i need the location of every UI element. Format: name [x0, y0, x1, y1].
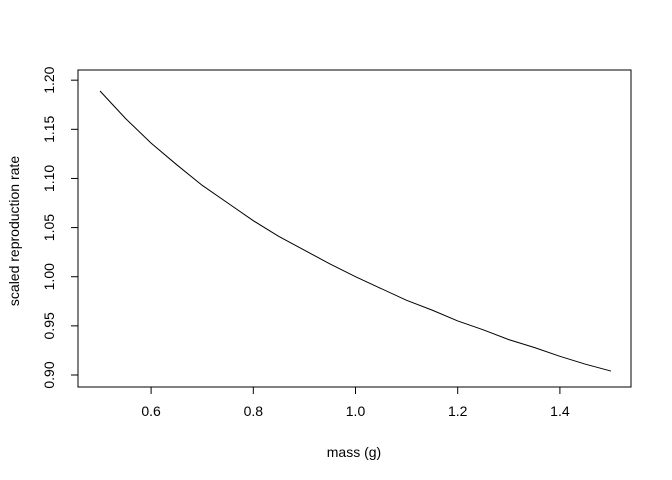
- series-line-1: [99, 90, 612, 372]
- x-tick-label: 1.0: [346, 403, 366, 419]
- series-layer: [99, 90, 612, 372]
- x-tick-label: 1.4: [550, 403, 570, 419]
- y-tick-label: 1.15: [41, 115, 57, 142]
- x-axis-title: mass (g): [327, 444, 381, 460]
- y-tick-label: 1.05: [41, 214, 57, 241]
- y-tick-label: 1.10: [41, 165, 57, 192]
- x-tick-label: 1.2: [448, 403, 468, 419]
- y-tick-label: 0.90: [41, 361, 57, 388]
- x-axis: 0.6 0.8 1.0 1.2 1.4: [141, 386, 570, 419]
- y-tick-label: 0.95: [41, 312, 57, 339]
- plot-frame: [77, 69, 632, 388]
- y-axis: 0.90 0.95 1.00 1.05 1.10 1.15 1.20: [41, 66, 79, 389]
- y-tick-label: 1.20: [41, 66, 57, 93]
- y-axis-title: scaled reproduction rate: [6, 156, 22, 306]
- y-tick-label: 1.00: [41, 263, 57, 290]
- x-tick-label: 0.6: [141, 403, 161, 419]
- x-tick-label: 0.8: [244, 403, 264, 419]
